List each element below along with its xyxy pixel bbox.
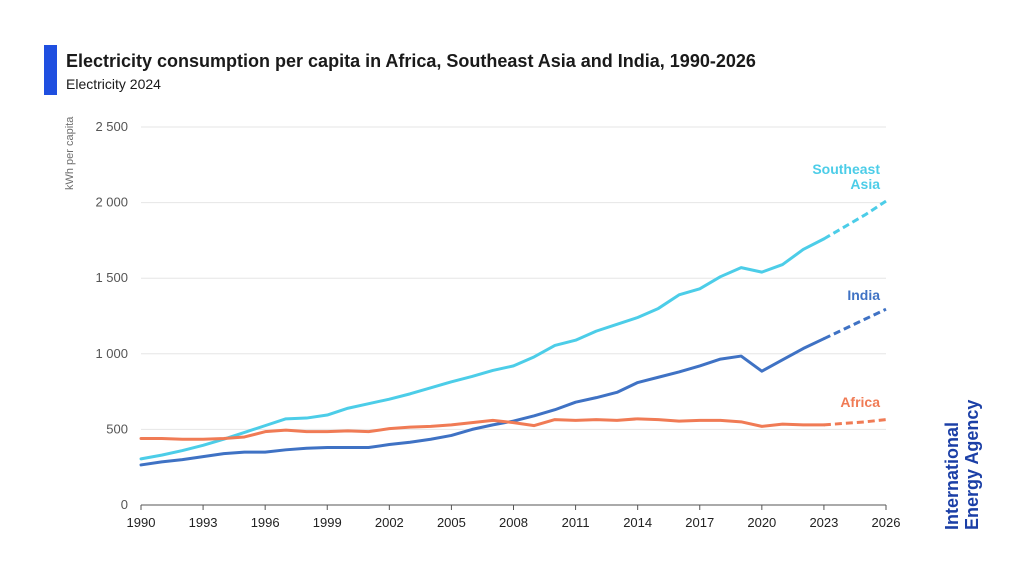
x-tick-label: 2017 — [685, 515, 714, 530]
x-tick-label: 2011 — [562, 515, 590, 530]
x-tick-label: 2002 — [375, 515, 404, 530]
series-forecast-southeast-asia — [823, 199, 887, 241]
x-tick-label: 1996 — [251, 515, 280, 530]
series-label-southeast-asia: Southeast Asia — [812, 161, 880, 192]
series-label-india: India — [847, 287, 880, 303]
series-label-line: Asia — [850, 176, 880, 192]
y-tick-label: 1 000 — [95, 346, 128, 361]
y-tick-label: 2 500 — [95, 119, 128, 134]
series-forecast-africa — [823, 418, 887, 427]
x-tick-label: 2005 — [437, 515, 466, 530]
y-tick-label: 0 — [121, 497, 128, 512]
y-tick-label: 500 — [106, 421, 128, 436]
series-label-line: Southeast — [812, 161, 880, 177]
x-tick-label: 2008 — [499, 515, 528, 530]
x-tick-label: 2020 — [747, 515, 776, 530]
title-accent-bar — [44, 45, 57, 95]
x-tick-label: 1990 — [127, 515, 156, 530]
chart-title: Electricity consumption per capita in Af… — [66, 51, 756, 71]
y-tick-label: 2 000 — [95, 195, 128, 210]
x-tick-label: 1999 — [313, 515, 342, 530]
series-label-line: Africa — [840, 394, 880, 410]
chart-subtitle: Electricity 2024 — [66, 76, 161, 92]
iea-logo-line2: Energy Agency — [962, 399, 982, 530]
x-tick-label: 1993 — [189, 515, 218, 530]
series-line-southeast-asia — [139, 237, 826, 461]
iea-logo: International Energy Agency — [942, 400, 982, 530]
y-tick-label: 1 500 — [95, 270, 128, 285]
series-forecast-india — [823, 307, 887, 341]
series-label-africa: Africa — [840, 394, 880, 410]
x-tick-label: 2014 — [623, 515, 652, 530]
series-line-india — [139, 337, 826, 467]
x-tick-label: 2023 — [809, 515, 838, 530]
series-line-africa — [139, 417, 826, 441]
iea-logo-line1: International — [942, 421, 962, 530]
series-label-line: India — [847, 287, 880, 303]
x-tick-label: 2026 — [872, 515, 901, 530]
